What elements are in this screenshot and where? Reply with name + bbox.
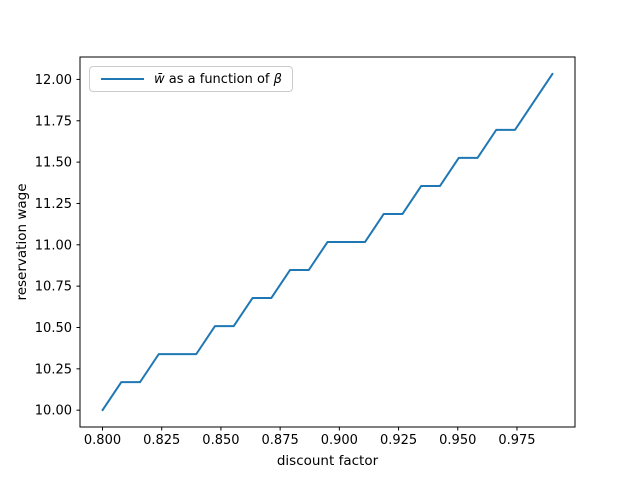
y-axis-ticks: 10.00 10.25 10.50 10.75 11.00 11.25 11.50 11.75… [35, 73, 80, 419]
y-tick-label: 11.25 [35, 197, 72, 212]
legend-math-beta: β [273, 71, 282, 87]
x-tick-label: 0.925 [380, 433, 417, 448]
x-tick-label: 0.800 [84, 433, 121, 448]
y-tick-label: 10.75 [35, 280, 72, 295]
y-tick-label: 11.75 [35, 114, 72, 129]
x-tick-label: 0.825 [143, 433, 180, 448]
y-tick-label: 12.00 [35, 73, 72, 88]
y-axis-label: reservation wage [14, 183, 30, 301]
y-tick-label: 11.50 [35, 156, 72, 171]
x-tick-label: 0.875 [262, 433, 299, 448]
y-tick-label: 11.00 [35, 238, 72, 253]
x-axis-ticks: 0.800 0.825 0.850 0.875 0.900 0.925 0.950 0.975 [84, 427, 536, 448]
x-axis-label: discount factor [276, 453, 379, 469]
reservation-wage-line [101, 72, 554, 412]
y-tick-label: 10.25 [35, 362, 72, 377]
x-tick-label: 0.900 [321, 433, 358, 448]
legend-math-wbar: w̄ [154, 71, 165, 87]
legend: w̄ as a function of β [89, 66, 293, 92]
x-tick-label: 0.975 [498, 433, 535, 448]
legend-line-sample [101, 78, 144, 80]
legend-label: w̄ as a function of β [154, 72, 282, 87]
legend-label-text: as a function of [164, 71, 274, 87]
y-tick-label: 10.00 [35, 404, 72, 419]
x-tick-label: 0.850 [202, 433, 239, 448]
y-tick-label: 10.50 [35, 321, 72, 336]
axes-frame [79, 56, 576, 428]
x-tick-label: 0.950 [439, 433, 476, 448]
